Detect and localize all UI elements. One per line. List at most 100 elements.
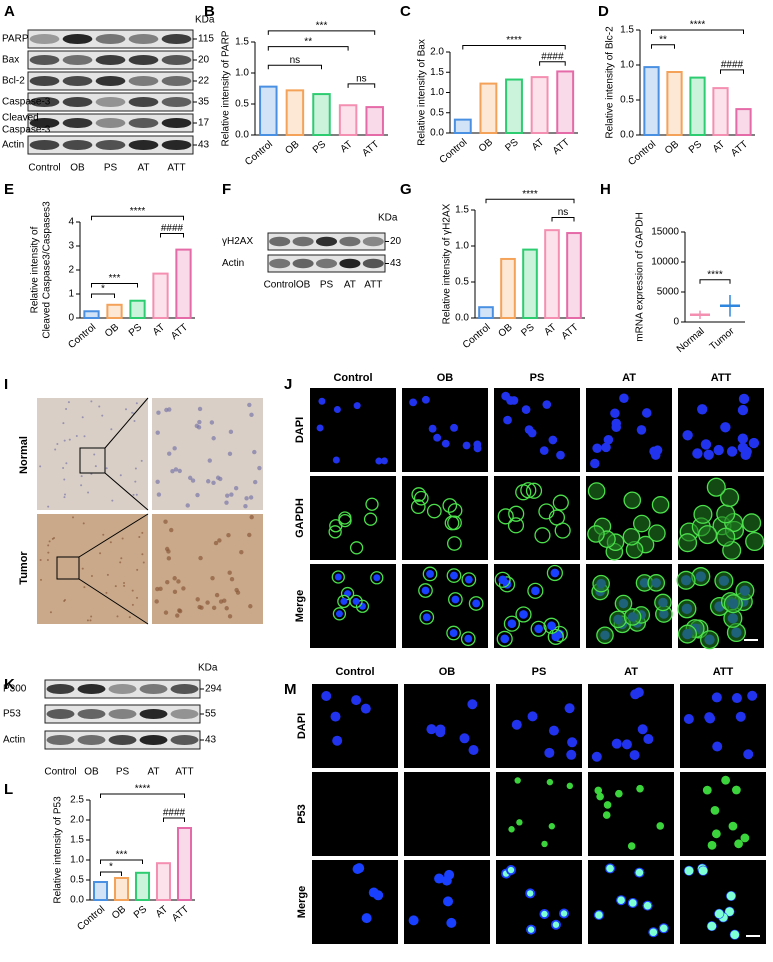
nucleus [737, 404, 749, 416]
nucleus [459, 733, 470, 744]
kda-header: KDa [195, 15, 215, 26]
p53-signal [566, 782, 574, 790]
lane-label: AT [147, 767, 159, 778]
nucleus [464, 575, 473, 584]
nucleus [380, 457, 388, 465]
ihc-nucleus [110, 428, 113, 431]
nucleus [426, 724, 437, 735]
p53-signal [684, 866, 694, 876]
y-axis-label: Relative intensity of γH2AX [442, 203, 453, 324]
bar [500, 257, 516, 319]
panel-letter: B [204, 3, 215, 20]
nucleus [332, 456, 340, 464]
blot-band [269, 258, 291, 269]
bar [566, 232, 582, 319]
nucleus [428, 424, 437, 433]
nucleus [316, 424, 324, 432]
nucleus [705, 713, 716, 724]
y-tick-label: 0.5 [70, 875, 84, 886]
cytoplasm [461, 572, 477, 587]
nucleus [527, 711, 538, 722]
cytoplasm [546, 564, 563, 582]
cytoplasm [648, 524, 666, 543]
ihc-nucleus [166, 556, 172, 561]
column-header: ATT [713, 666, 734, 678]
ihc-nucleus [155, 479, 160, 484]
ihc-nucleus [119, 561, 122, 564]
p53-signal [730, 930, 740, 940]
significance-label: **** [522, 189, 538, 200]
cytoplasm [552, 494, 569, 511]
cytoplasm [349, 541, 364, 555]
nucleus [556, 450, 565, 460]
kda-value: 43 [390, 258, 402, 269]
ihc-nucleus [121, 537, 124, 540]
blot-band [108, 708, 137, 720]
cytoplasm [676, 570, 696, 590]
cytoplasm [614, 594, 633, 613]
nucleus [692, 448, 703, 459]
lane-label: PS [116, 767, 130, 778]
bar [556, 70, 575, 135]
ihc-nucleus [166, 549, 171, 554]
blot-label: Caspase-3 [2, 125, 51, 136]
ihc-nucleus [81, 567, 84, 570]
x-tick-label: ATT [170, 904, 191, 924]
p53-signal [636, 784, 644, 793]
bar [134, 871, 151, 901]
cytoplasm [706, 477, 726, 497]
cytoplasm [742, 513, 762, 533]
cytoplasm [720, 487, 740, 507]
ihc-nucleus [211, 436, 216, 441]
ihc-nucleus [210, 575, 215, 581]
ihc-nucleus [165, 579, 170, 585]
blot-band [139, 734, 168, 746]
micrograph [494, 476, 580, 560]
kda-value: 35 [198, 97, 210, 108]
nucleus [567, 737, 578, 748]
blot-label: Bcl-2 [2, 76, 25, 87]
blot-band [95, 139, 126, 151]
y-tick-label: 1.5 [70, 835, 84, 846]
blot-band [46, 734, 75, 746]
panel-letter: C [400, 3, 411, 20]
blot-label: Bax [2, 55, 19, 66]
nucleus [740, 449, 751, 461]
x-tick-label: OB [283, 139, 301, 157]
ihc-nucleus [136, 568, 139, 571]
y-tick-label: 1.0 [455, 241, 469, 252]
ihc-nucleus [248, 604, 253, 609]
blot-band [128, 139, 159, 151]
ihc-nucleus [136, 596, 139, 599]
blot-label: P53 [3, 709, 21, 720]
p53-signal [656, 822, 665, 830]
significance-label: **** [130, 206, 146, 217]
nucleus [630, 689, 641, 700]
ihc-nucleus [190, 478, 196, 483]
column-header: AT [622, 372, 636, 384]
row-label: P53 [296, 804, 308, 824]
blot-band [108, 683, 137, 695]
nucleus [637, 724, 648, 735]
blot-band [362, 258, 384, 269]
cytoplasm [349, 594, 363, 609]
blot-band [128, 75, 159, 87]
panel-letter: A [4, 3, 15, 20]
cytoplasm [698, 525, 718, 545]
nucleus [443, 896, 454, 907]
ihc-nucleus [132, 493, 135, 496]
ihc-nucleus [225, 493, 230, 498]
ihc-nucleus [47, 551, 50, 554]
p53-signal [541, 910, 548, 918]
x-tick-label: Tumor [708, 325, 737, 352]
significance-label: * [101, 284, 105, 295]
ihc-nucleus [197, 419, 202, 425]
panel-letter: H [600, 181, 611, 198]
nucleus [601, 442, 611, 453]
nucleus [426, 570, 434, 578]
blot-band [29, 33, 60, 45]
nucleus [500, 634, 510, 644]
ihc-nucleus [170, 469, 175, 474]
ihc-nucleus [224, 500, 229, 505]
ihc-nucleus [229, 492, 234, 497]
